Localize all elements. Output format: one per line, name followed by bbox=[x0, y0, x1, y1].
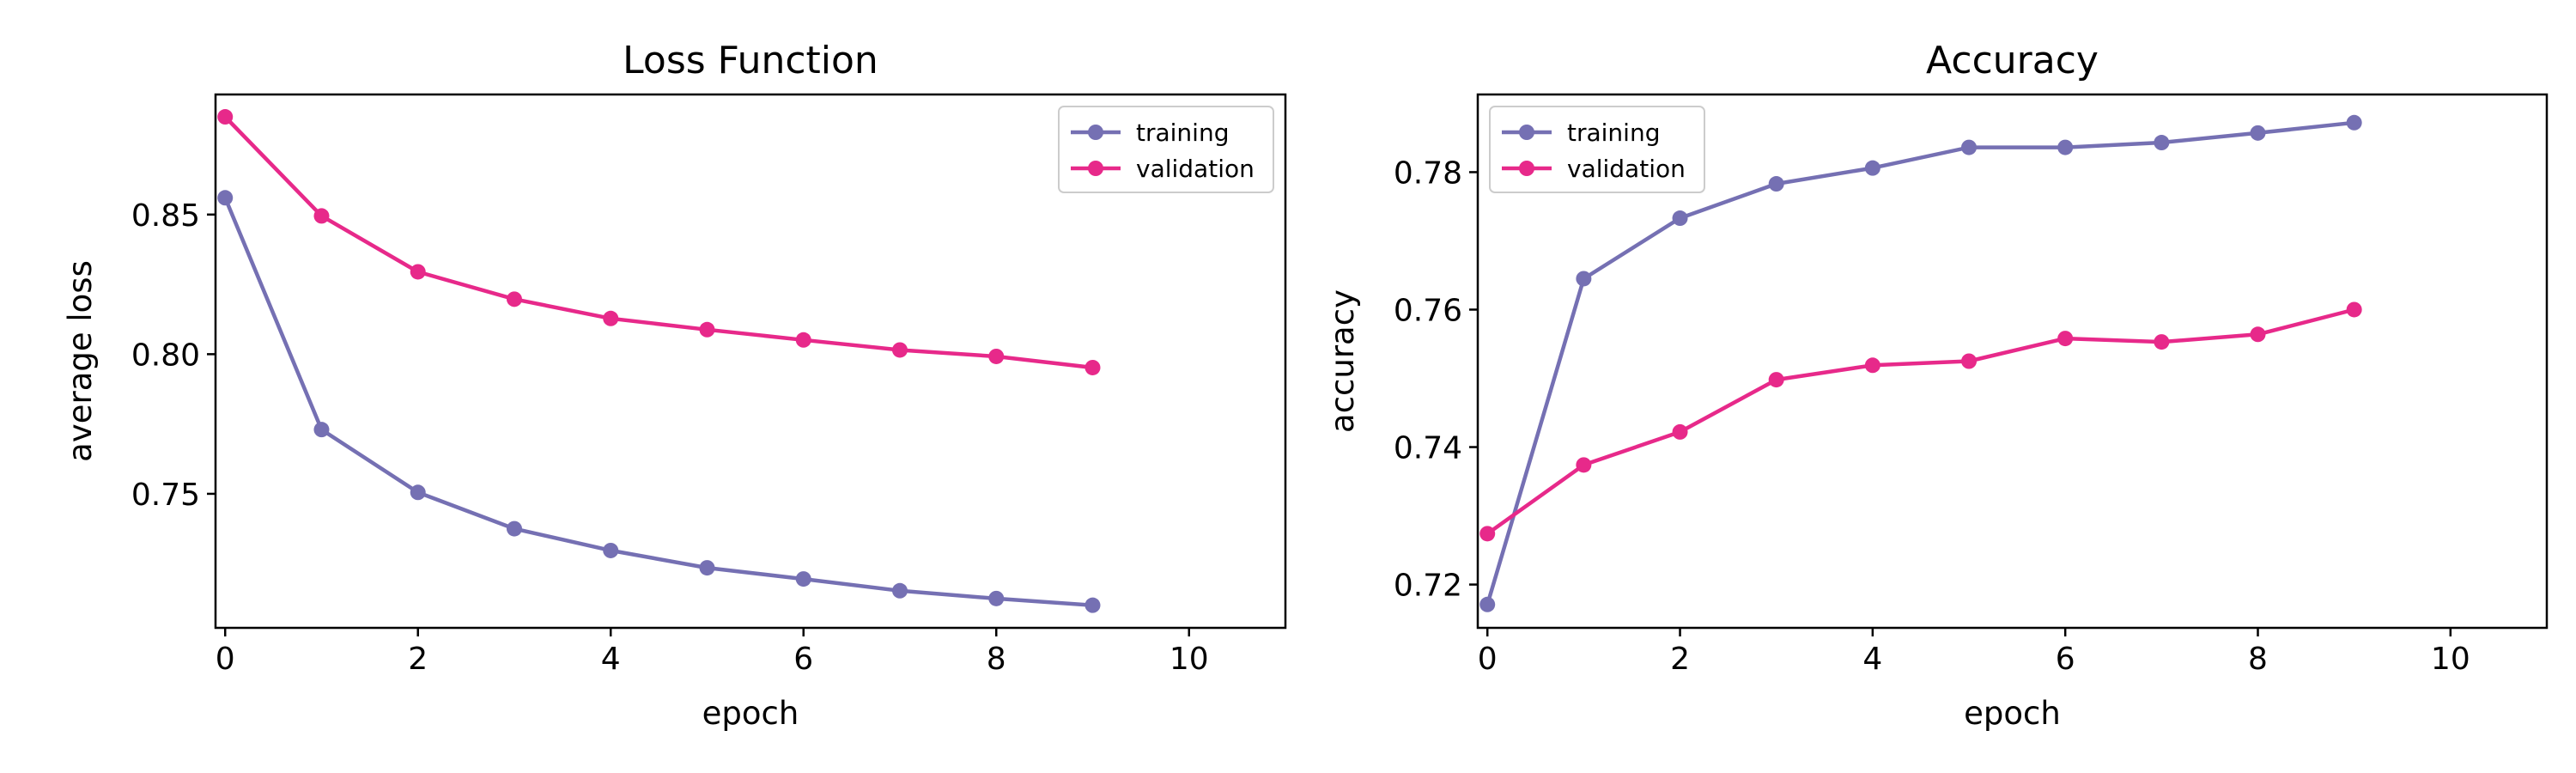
legend-marker-validation bbox=[1088, 161, 1103, 176]
series-validation bbox=[217, 109, 1101, 375]
data-point bbox=[2250, 125, 2266, 141]
data-point bbox=[1961, 139, 1978, 155]
data-point bbox=[217, 109, 234, 125]
data-point bbox=[2154, 135, 2170, 151]
data-point bbox=[1576, 271, 1592, 287]
legend-label-training: training bbox=[1567, 119, 1660, 147]
y-axis-label: average loss bbox=[62, 260, 99, 462]
chart-panel-2: 0 2 4 6 8 10 0.72 0.74 0.76 0.78 Accuracy epoch accu… bbox=[1324, 39, 2549, 732]
data-point bbox=[1864, 160, 1880, 176]
legend-box bbox=[1489, 106, 1705, 193]
data-point bbox=[506, 520, 522, 537]
data-point bbox=[1084, 359, 1101, 375]
series-training bbox=[1479, 114, 2362, 612]
data-point bbox=[313, 208, 330, 224]
data-point bbox=[410, 484, 426, 501]
data-point bbox=[988, 590, 1005, 606]
y-axis-label: accuracy bbox=[1324, 289, 1361, 433]
legend-marker-training bbox=[1519, 125, 1534, 140]
plot-frame bbox=[1476, 93, 2549, 630]
data-point bbox=[603, 310, 619, 326]
series-line-training bbox=[223, 197, 1093, 607]
data-point bbox=[2346, 301, 2362, 318]
x-tick-label: 8 bbox=[987, 642, 1006, 677]
data-point bbox=[2346, 114, 2362, 131]
x-tick-label: 2 bbox=[1670, 642, 1690, 677]
data-point bbox=[1768, 176, 1784, 192]
x-tick-label: 6 bbox=[2056, 642, 2075, 677]
legend-marker-training bbox=[1088, 125, 1103, 140]
data-point bbox=[988, 348, 1005, 364]
data-point bbox=[410, 264, 426, 280]
data-point bbox=[699, 321, 715, 338]
series-line-training bbox=[1485, 120, 2354, 606]
x-tick-label: 10 bbox=[1170, 642, 1209, 677]
y-tick-label: 0.78 bbox=[1394, 155, 1462, 191]
y-tick-label: 0.74 bbox=[1394, 431, 1462, 466]
legend-marker-validation bbox=[1519, 161, 1534, 176]
chart-title: Loss Function bbox=[623, 39, 878, 82]
y-tick-label: 0.75 bbox=[131, 478, 200, 513]
data-point bbox=[1672, 210, 1688, 227]
x-tick-label: 4 bbox=[1862, 642, 1882, 677]
chart-panel-1: 0 2 4 6 8 10 0.75 0.80 0.85 Loss Function epoch ave… bbox=[62, 39, 1287, 732]
x-tick-label: 10 bbox=[2431, 642, 2470, 677]
data-point bbox=[1576, 457, 1592, 473]
chart-title: Accuracy bbox=[1926, 39, 2099, 82]
data-point bbox=[217, 190, 234, 206]
y-tick-label: 0.76 bbox=[1394, 293, 1462, 328]
x-tick-label: 0 bbox=[1478, 642, 1498, 677]
x-tick-label: 4 bbox=[601, 642, 621, 677]
x-tick-label: 0 bbox=[216, 642, 235, 677]
legend: training validation bbox=[1489, 106, 1705, 193]
data-point bbox=[1672, 423, 1688, 440]
data-point bbox=[1864, 357, 1880, 374]
data-point bbox=[2057, 331, 2074, 347]
data-point bbox=[603, 542, 619, 558]
series-training bbox=[217, 190, 1101, 613]
x-tick-label: 8 bbox=[2248, 642, 2268, 677]
y-tick-label: 0.80 bbox=[131, 338, 200, 373]
data-point bbox=[699, 560, 715, 576]
data-point bbox=[313, 422, 330, 438]
data-point bbox=[1961, 353, 1978, 369]
x-axis-label: epoch bbox=[1964, 695, 2061, 732]
legend-label-validation: validation bbox=[1136, 155, 1255, 183]
data-point bbox=[1479, 526, 1496, 542]
data-point bbox=[2154, 334, 2170, 350]
x-axis-label: epoch bbox=[702, 695, 799, 732]
x-tick-label: 6 bbox=[793, 642, 813, 677]
legend-label-training: training bbox=[1136, 119, 1229, 147]
legend-label-validation: validation bbox=[1567, 155, 1686, 183]
x-tick-label: 2 bbox=[408, 642, 428, 677]
data-point bbox=[506, 291, 522, 307]
y-tick-label: 0.72 bbox=[1394, 569, 1462, 604]
data-point bbox=[2057, 139, 2074, 155]
data-point bbox=[1084, 597, 1101, 613]
data-point bbox=[795, 332, 811, 348]
data-point bbox=[891, 582, 908, 599]
data-point bbox=[1768, 372, 1784, 388]
data-point bbox=[891, 342, 908, 358]
legend: training validation bbox=[1058, 106, 1274, 193]
plot-frame bbox=[214, 93, 1287, 630]
y-tick-label: 0.85 bbox=[131, 198, 200, 234]
series-validation bbox=[1479, 301, 2362, 542]
series-line-validation bbox=[1485, 307, 2355, 536]
data-point bbox=[2250, 326, 2266, 343]
series-line-validation bbox=[223, 115, 1093, 370]
data-point bbox=[1479, 596, 1496, 612]
legend-box bbox=[1058, 106, 1274, 193]
data-point bbox=[795, 571, 811, 587]
